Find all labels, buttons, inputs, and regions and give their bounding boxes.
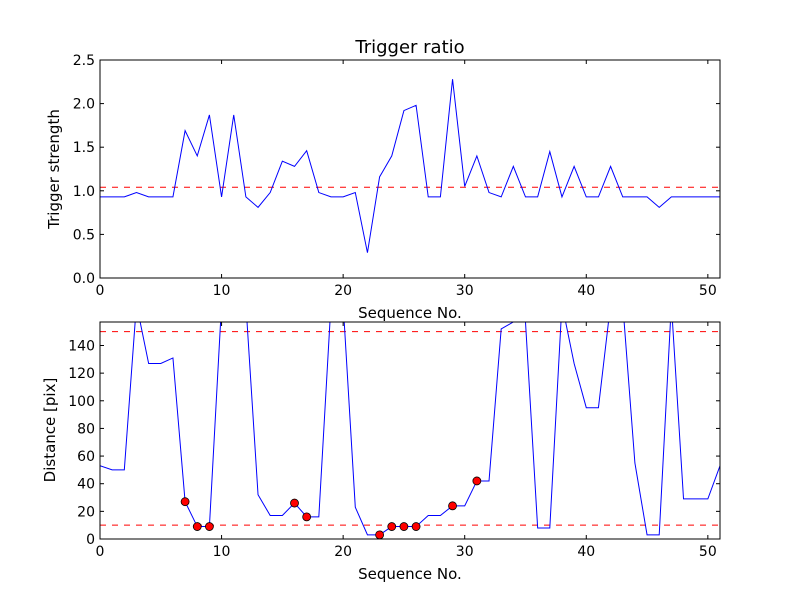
x-tick-label: 50 xyxy=(699,544,717,560)
y-axis-label-bottom: Distance [pix] xyxy=(41,378,59,483)
series-line-0 xyxy=(100,79,720,253)
axes-frame-top xyxy=(99,59,721,279)
marker-point xyxy=(290,498,299,508)
x-tick-label: 0 xyxy=(96,544,105,560)
x-tick-label: 10 xyxy=(213,544,231,560)
distance-series xyxy=(100,322,720,536)
y-tick-label: 100 xyxy=(68,394,95,410)
y-ticks-bottom: 0 20 40 60 80 100 120 140 xyxy=(68,338,720,548)
x-tick-label: 0 xyxy=(96,283,105,299)
y-ticks-top: 0.0 0.5 1.0 1.5 2.0 2.5 xyxy=(73,53,720,287)
trigger-ratio-panel: 0 10 20 30 40 50 0.0 0.5 1.0 1.5 2.0 2.5 Trigger r… xyxy=(45,37,721,322)
x-ticks-bottom: 0 10 20 30 40 50 xyxy=(96,322,717,560)
y-tick-label: 120 xyxy=(68,366,95,382)
x-axis-label-bottom: Sequence No. xyxy=(358,565,462,583)
x-ticks-top: 0 10 20 30 40 50 xyxy=(96,60,717,299)
y-tick-label: 60 xyxy=(77,449,95,465)
marker-point xyxy=(387,522,397,531)
y-tick-label: 0 xyxy=(86,532,95,548)
trigger-markers xyxy=(180,476,482,539)
y-tick-label: 140 xyxy=(68,338,95,354)
y-tick-label: 2.0 xyxy=(73,97,95,113)
y-tick-label: 0.5 xyxy=(73,227,95,243)
series-line-0 xyxy=(100,322,720,536)
y-tick-label: 20 xyxy=(77,504,95,520)
marker-point xyxy=(448,501,457,511)
x-tick-label: 40 xyxy=(577,544,595,560)
y-axis-label-top: Trigger strength xyxy=(45,109,63,230)
marker-point xyxy=(205,522,214,531)
x-tick-label: 40 xyxy=(577,283,595,299)
marker-point xyxy=(192,522,202,531)
y-tick-label: 0.0 xyxy=(73,271,95,287)
marker-point xyxy=(399,522,409,531)
marker-point xyxy=(472,476,482,486)
x-tick-label: 20 xyxy=(334,544,352,560)
threshold-lines-bottom xyxy=(100,331,720,526)
plot-area-top xyxy=(100,60,720,278)
marker-point xyxy=(411,522,421,531)
y-tick-label: 1.5 xyxy=(73,140,95,156)
y-tick-label: 2.5 xyxy=(73,53,95,69)
trigger-strength-series xyxy=(100,79,720,253)
x-tick-label: 50 xyxy=(699,283,717,299)
chart-title: Trigger ratio xyxy=(354,37,464,58)
y-tick-label: 1.0 xyxy=(73,184,95,200)
y-tick-label: 80 xyxy=(77,421,95,437)
marker-point xyxy=(375,530,385,539)
x-axis-label-top: Sequence No. xyxy=(358,304,462,322)
y-tick-label: 40 xyxy=(77,477,95,493)
marker-point xyxy=(302,512,312,522)
marker-point xyxy=(180,497,190,507)
x-tick-label: 30 xyxy=(456,544,474,560)
x-tick-label: 20 xyxy=(334,283,352,299)
x-tick-label: 30 xyxy=(456,283,474,299)
plot-area-bottom xyxy=(100,322,720,539)
axes-frame-bottom xyxy=(99,321,721,540)
x-tick-label: 10 xyxy=(213,283,231,299)
distance-panel: 0 10 20 30 40 50 0 20 40 60 80 100 120 140 Sequence … xyxy=(41,321,721,583)
